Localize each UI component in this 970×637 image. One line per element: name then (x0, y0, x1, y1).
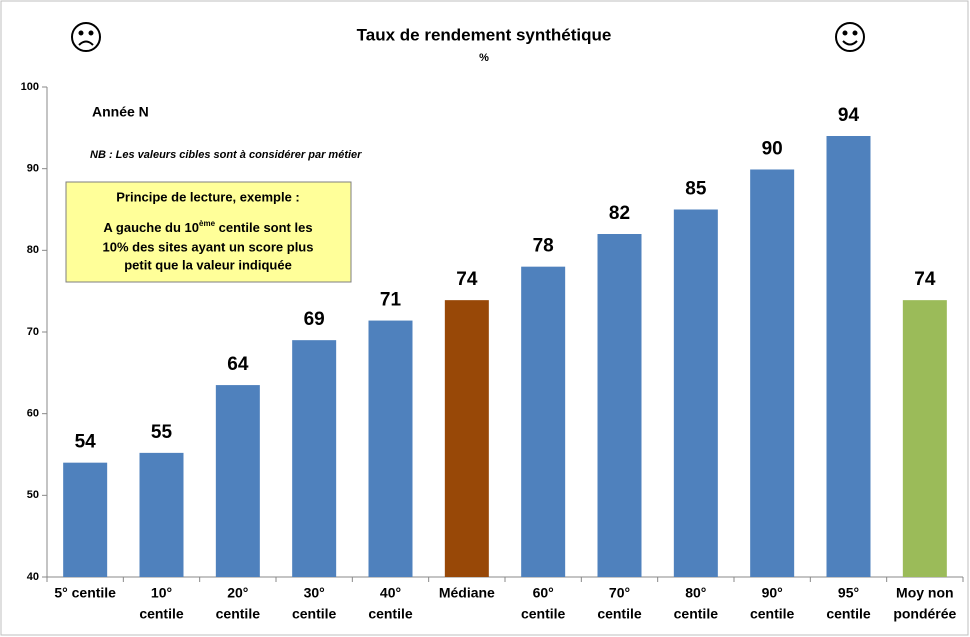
x-tick-label: 80° (685, 585, 706, 601)
value-label: 74 (914, 269, 936, 290)
y-tick-label: 80 (27, 244, 39, 256)
note: NB : Les valeurs cibles sont à considére… (90, 149, 362, 161)
happy-face (835, 22, 865, 52)
y-tick-label: 40 (27, 571, 39, 583)
bar (63, 462, 108, 577)
x-tick-label: pondérée (893, 606, 956, 622)
x-tick-label: Médiane (439, 585, 495, 601)
box-title: Principe de lecture, exemple : (116, 189, 300, 204)
value-label: 82 (609, 203, 630, 224)
box-line: A gauche du 10ème centile sont les (103, 219, 312, 235)
box-line: 10% des sites ayant un score plus (103, 239, 314, 254)
x-tick-label: centile (750, 606, 795, 622)
x-tick-label: 90° (762, 585, 783, 601)
bar (750, 169, 795, 577)
y-tick-label: 60 (27, 408, 39, 420)
x-tick-label: centile (368, 606, 413, 622)
chart-subtitle: % (479, 52, 489, 64)
value-label: 64 (227, 354, 249, 375)
value-label: 55 (151, 422, 173, 443)
value-label: 78 (533, 236, 554, 257)
year-label: Année N (92, 104, 149, 120)
value-label: 71 (380, 290, 402, 311)
x-tick-label: 10° (151, 585, 172, 601)
x-tick-label: 70° (609, 585, 630, 601)
bar (673, 209, 718, 577)
x-tick-label: centile (292, 606, 337, 622)
bar (444, 300, 489, 577)
x-tick-label: 30° (304, 585, 325, 601)
x-tick-label: centile (139, 606, 184, 622)
value-label: 85 (685, 179, 707, 200)
bar (521, 266, 566, 577)
chart-title: Taux de rendement synthétique (357, 25, 612, 44)
value-label: 54 (75, 432, 97, 453)
y-tick-label: 90 (27, 163, 39, 175)
box-line: petit que la valeur indiquée (124, 257, 292, 272)
y-tick-label: 70 (27, 326, 39, 338)
bar (139, 452, 184, 577)
x-tick-label: 5° centile (54, 585, 116, 601)
y-tick-label: 50 (27, 489, 39, 501)
value-label: 90 (762, 138, 783, 159)
value-label: 69 (304, 309, 325, 330)
bar (597, 234, 642, 577)
bar (292, 340, 337, 577)
value-label: 74 (456, 269, 478, 290)
reading-box (65, 181, 352, 283)
x-tick-label: 95° (838, 585, 859, 601)
x-tick-label: Moy non (896, 585, 954, 601)
x-tick-label: 60° (533, 585, 554, 601)
x-tick-label: centile (674, 606, 719, 622)
x-tick-label: 20° (227, 585, 248, 601)
bar (826, 136, 871, 577)
x-tick-label: centile (597, 606, 642, 622)
x-tick-label: centile (521, 606, 566, 622)
bar (215, 385, 260, 577)
y-tick-label: 100 (21, 81, 39, 93)
x-tick-label: centile (826, 606, 871, 622)
x-tick-label: centile (216, 606, 261, 622)
value-label: 94 (838, 105, 860, 126)
sad-face (71, 22, 101, 52)
x-tick-label: 40° (380, 585, 401, 601)
bar (368, 320, 413, 577)
bar (902, 300, 947, 577)
